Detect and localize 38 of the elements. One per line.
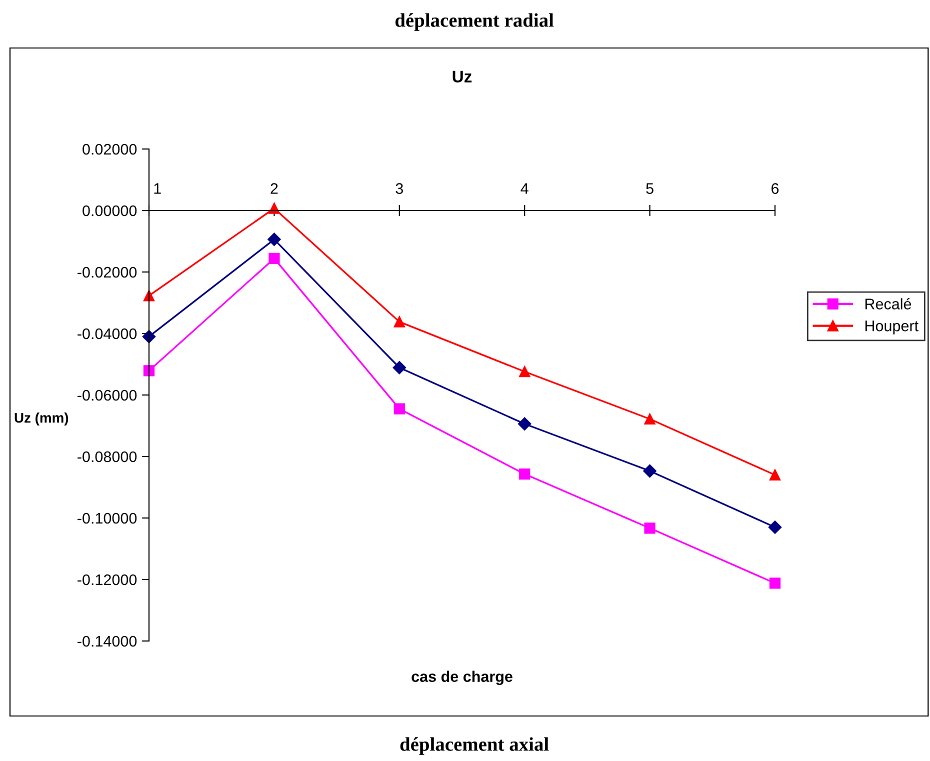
point xyxy=(268,202,280,214)
y-tick-label: -0.02000 xyxy=(78,266,137,278)
point xyxy=(268,252,280,264)
point xyxy=(643,464,656,478)
x-tick-label: 3 xyxy=(396,183,403,194)
x-tick-label: 2 xyxy=(270,183,278,194)
legend-label: Recalé xyxy=(865,298,912,310)
point xyxy=(392,361,406,374)
chart-title: Uz xyxy=(452,70,472,82)
x-tick-label: 6 xyxy=(772,183,779,194)
y-axis-title: Uz (mm) xyxy=(14,412,68,426)
point xyxy=(768,520,782,534)
point xyxy=(394,316,405,328)
y-tick-label: -0.10000 xyxy=(78,512,137,524)
y-tick-label: -0.04000 xyxy=(78,328,137,340)
y-tick-label: -0.06000 xyxy=(78,390,137,401)
y-tick-label: 0.00000 xyxy=(82,205,137,216)
point xyxy=(644,522,656,534)
x-tick-label: 1 xyxy=(154,183,161,194)
point xyxy=(268,232,281,246)
point xyxy=(769,469,781,481)
point xyxy=(519,366,530,378)
x-tick-label: 5 xyxy=(646,183,654,194)
y-tick-label: 0.02000 xyxy=(82,144,137,155)
y-tick-label: -0.08000 xyxy=(78,451,137,462)
text: déplacement radial xyxy=(395,13,554,31)
point xyxy=(644,413,656,425)
y-tick-label: -0.12000 xyxy=(78,574,137,586)
point xyxy=(143,365,155,376)
x-tick-label: 4 xyxy=(520,183,528,194)
point xyxy=(394,403,405,414)
point xyxy=(518,417,532,430)
point xyxy=(769,578,781,589)
x-axis-title: cas de charge xyxy=(412,670,512,686)
legend-label: Houpert xyxy=(865,320,918,334)
y-tick-label: -0.14000 xyxy=(78,636,137,647)
point xyxy=(519,468,530,480)
text: déplacement axial xyxy=(400,737,549,755)
